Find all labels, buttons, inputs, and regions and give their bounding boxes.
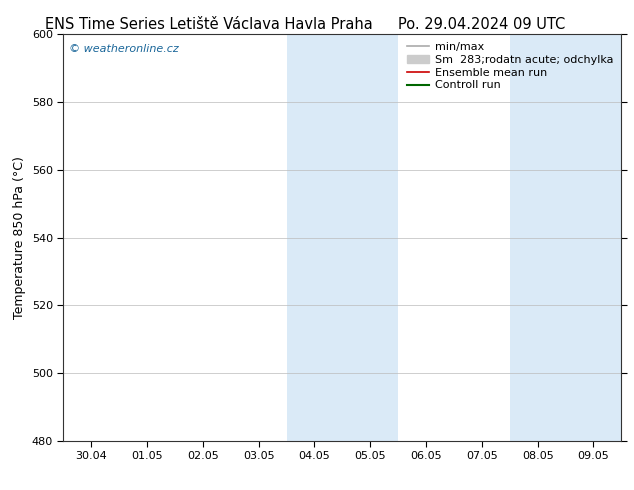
Title: ENS Time Series Letiště Václava Havla Praha    Po. 29.04.2024 09 UTC: ENS Time Series Letiště Václava Havla Pr…: [0, 489, 1, 490]
Text: ENS Time Series Letiště Václava Havla Praha: ENS Time Series Letiště Václava Havla Pr…: [46, 17, 373, 32]
Bar: [566, 34, 621, 441]
Bar: [287, 34, 342, 441]
Y-axis label: Temperature 850 hPa (°C): Temperature 850 hPa (°C): [13, 156, 26, 319]
Bar: [342, 34, 398, 441]
Text: Po. 29.04.2024 09 UTC: Po. 29.04.2024 09 UTC: [398, 17, 566, 32]
Bar: [510, 34, 566, 441]
Text: © weatheronline.cz: © weatheronline.cz: [69, 45, 179, 54]
Legend: min/max, Sm  283;rodatn acute; odchylka, Ensemble mean run, Controll run: min/max, Sm 283;rodatn acute; odchylka, …: [403, 38, 618, 95]
